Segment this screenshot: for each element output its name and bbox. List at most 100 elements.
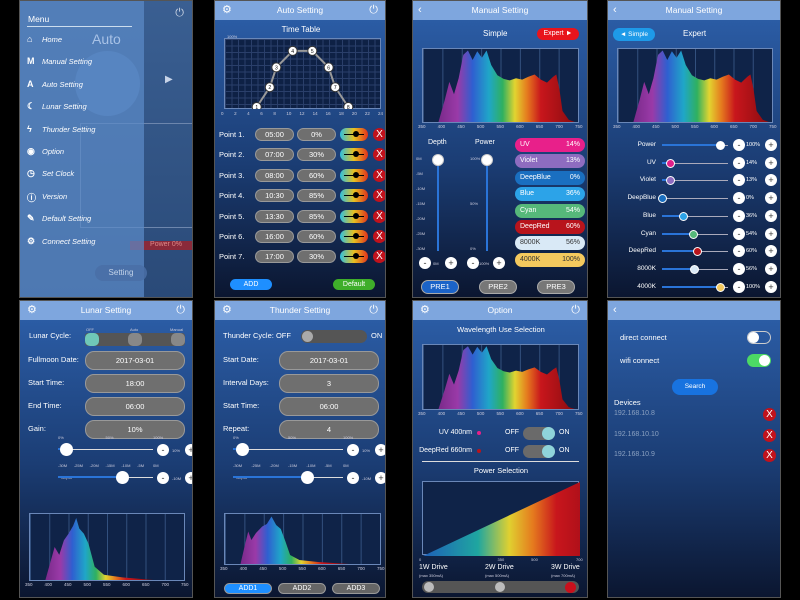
plus-button[interactable]: + xyxy=(765,245,777,258)
plus-button[interactable]: + xyxy=(765,156,777,169)
next-arrow-icon[interactable]: ▶ xyxy=(165,74,173,85)
plus-button[interactable]: + xyxy=(765,209,777,222)
channel-deepblue[interactable]: DeepBlue 0% xyxy=(515,170,585,185)
power-icon[interactable]: ⏻ xyxy=(369,4,378,16)
power-icon[interactable]: ⏻ xyxy=(369,304,378,316)
plus-button[interactable]: + xyxy=(765,280,777,293)
field-gain[interactable]: 10% xyxy=(85,420,185,439)
channel-slider-track[interactable] xyxy=(662,180,728,182)
time-point-4[interactable]: 4 xyxy=(287,45,298,56)
wifi-connect-toggle[interactable] xyxy=(747,354,771,367)
minus-button[interactable]: - xyxy=(733,262,745,275)
intensity-slider[interactable] xyxy=(340,189,368,203)
power-plus-button[interactable]: + xyxy=(493,257,505,269)
channel-slider-thumb[interactable] xyxy=(690,264,700,274)
time-point-7[interactable]: 7 xyxy=(330,82,341,93)
plus-button[interactable]: + xyxy=(765,262,777,275)
device-ip[interactable]: 192.168.10.9 xyxy=(614,451,655,458)
channel-blue[interactable]: Blue 36% xyxy=(515,187,585,202)
back-chevron-icon[interactable]: ‹ xyxy=(613,4,617,16)
intensity-slider[interactable] xyxy=(340,168,368,182)
lunar-option-manual[interactable] xyxy=(171,333,185,346)
device-ip[interactable]: 192.168.10.10 xyxy=(614,430,659,438)
delete-button[interactable]: X xyxy=(373,189,385,203)
drive-3w-stop-selected[interactable] xyxy=(565,582,576,593)
channel-slider-thumb[interactable] xyxy=(716,282,725,292)
time-point-8[interactable]: 8 xyxy=(343,102,354,110)
plus-button[interactable]: + xyxy=(765,139,777,151)
preset-pre2[interactable]: PRE2 xyxy=(479,280,517,294)
time-field[interactable]: 05:00 xyxy=(255,128,294,141)
preset-pre3[interactable]: PRE3 xyxy=(537,280,575,294)
expert-button[interactable]: Expert ► xyxy=(537,28,579,40)
channel-cyan[interactable]: Cyan 54% xyxy=(515,203,585,218)
delete-button[interactable]: X xyxy=(373,168,385,182)
minus-button[interactable]: - xyxy=(733,209,745,222)
plus-button[interactable]: + xyxy=(765,174,777,187)
delete-button[interactable]: X xyxy=(373,230,385,243)
intensity-slider[interactable] xyxy=(340,250,368,264)
percent-field[interactable]: 60% xyxy=(297,168,336,182)
menu-item-option[interactable]: ◉ Option xyxy=(20,146,144,160)
menu-item-manual-setting[interactable]: M Manual Setting xyxy=(20,56,144,70)
back-chevron-icon[interactable]: ‹ xyxy=(613,304,617,316)
power-plus-button[interactable]: + xyxy=(375,444,385,456)
menu-item-connect-setting[interactable]: ⚙ Connect Setting xyxy=(20,236,144,250)
preset-pre1[interactable]: PRE1 xyxy=(421,280,459,294)
percent-field[interactable]: 30% xyxy=(297,250,336,264)
lunar-option-auto[interactable] xyxy=(128,333,142,346)
remove-device-button[interactable]: X xyxy=(763,449,776,462)
delete-button[interactable]: X xyxy=(373,148,385,162)
gear-icon[interactable]: ⚙ xyxy=(222,304,232,316)
slider-knob[interactable] xyxy=(353,253,359,260)
time-point-6[interactable]: 6 xyxy=(323,62,334,73)
depth-slider-thumb[interactable] xyxy=(300,471,314,484)
intensity-slider[interactable] xyxy=(340,230,368,243)
power-icon[interactable]: ⏻ xyxy=(175,7,184,19)
field-fullmoon-date[interactable]: 2017-03-01 xyxy=(85,351,185,370)
search-button[interactable]: Search xyxy=(672,379,718,395)
percent-field[interactable]: 0% xyxy=(297,128,336,141)
percent-field[interactable]: 60% xyxy=(297,230,336,243)
depth-minus-button[interactable]: - xyxy=(347,472,359,484)
power-icon[interactable]: ⏻ xyxy=(176,304,185,316)
slider-knob[interactable] xyxy=(353,131,359,137)
slider-knob[interactable] xyxy=(353,212,359,219)
field-start-date[interactable]: 2017-03-01 xyxy=(279,351,379,370)
depth-plus-button[interactable]: + xyxy=(445,257,457,269)
power-slider-track[interactable] xyxy=(486,159,488,251)
delete-button[interactable]: X xyxy=(373,128,385,141)
preset-add3[interactable]: ADD3 xyxy=(332,583,380,594)
plus-button[interactable]: + xyxy=(765,227,777,240)
slider-knob[interactable] xyxy=(353,151,359,158)
delete-button[interactable]: X xyxy=(373,250,385,264)
channel-slider-thumb[interactable] xyxy=(666,158,676,168)
default-button[interactable]: Default xyxy=(333,279,375,290)
depth-minus-button[interactable]: - xyxy=(419,257,431,269)
remove-device-button[interactable]: X xyxy=(763,428,776,442)
direct-connect-toggle[interactable] xyxy=(747,331,771,344)
channel-slider-thumb[interactable] xyxy=(692,247,702,257)
gear-icon[interactable]: ⚙ xyxy=(27,304,37,316)
plus-button[interactable]: + xyxy=(765,192,777,205)
depth-plus-button[interactable]: + xyxy=(185,472,192,484)
channel-violet[interactable]: Violet 13% xyxy=(515,154,585,169)
time-point-5[interactable]: 5 xyxy=(307,45,318,56)
channel-deepred[interactable]: DeepRed 60% xyxy=(515,220,585,234)
intensity-slider[interactable] xyxy=(340,148,368,162)
slider-knob[interactable] xyxy=(353,192,359,199)
add-button[interactable]: ADD xyxy=(230,279,272,290)
time-field[interactable]: 07:00 xyxy=(255,148,294,162)
channel-slider-thumb[interactable] xyxy=(716,141,725,150)
gear-icon[interactable]: ⚙ xyxy=(222,4,232,16)
channel-slider-thumb[interactable] xyxy=(665,176,675,186)
power-minus-button[interactable]: - xyxy=(467,257,479,269)
power-icon[interactable]: ⏻ xyxy=(571,304,580,316)
drive-2w-stop[interactable] xyxy=(495,582,505,592)
menu-item-default-setting[interactable]: ✎ Default Setting xyxy=(20,213,144,227)
channel-slider-track[interactable] xyxy=(662,215,728,217)
minus-button[interactable]: - xyxy=(733,192,745,205)
thunder-cycle-toggle[interactable] xyxy=(301,330,367,343)
depth-plus-button[interactable]: + xyxy=(375,472,385,484)
minus-button[interactable]: - xyxy=(733,227,745,240)
